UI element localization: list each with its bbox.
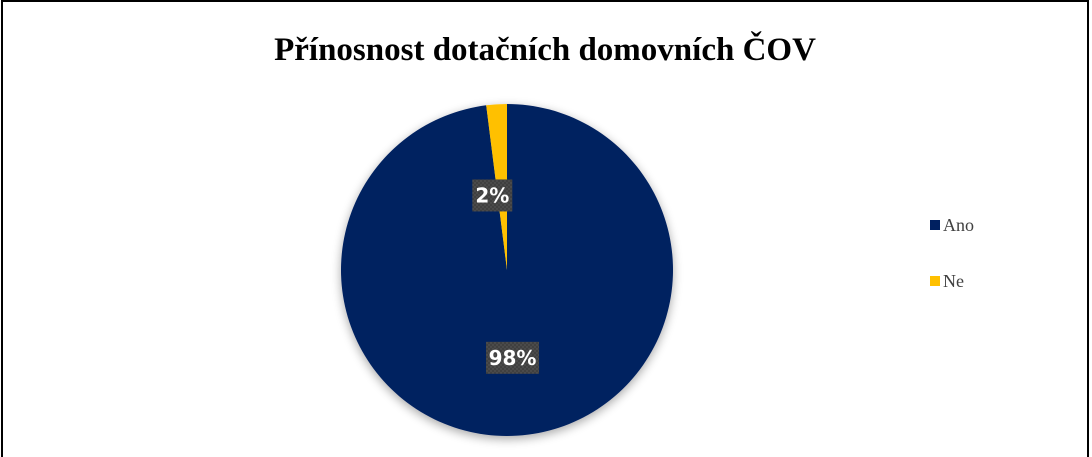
data-label-background	[486, 341, 540, 374]
pie-slice-ano	[341, 104, 673, 437]
legend-swatch-ano	[930, 220, 940, 230]
chart-legend: Ano Ne	[930, 214, 974, 326]
chart-title: Přínosnost dotačních domovních ČOV	[274, 32, 816, 68]
data-label-ano: 98%	[486, 341, 540, 374]
legend-swatch-ne	[930, 276, 940, 286]
data-label-text: 2%	[475, 183, 509, 207]
legend-item-ne: Ne	[930, 270, 974, 292]
legend-item-ano: Ano	[930, 214, 974, 236]
legend-label-ne: Ne	[943, 270, 964, 291]
data-label-background	[472, 179, 513, 212]
data-label-ne: 2%	[472, 179, 513, 212]
legend-label-ano: Ano	[943, 214, 974, 235]
data-label-text: 98%	[489, 346, 537, 370]
